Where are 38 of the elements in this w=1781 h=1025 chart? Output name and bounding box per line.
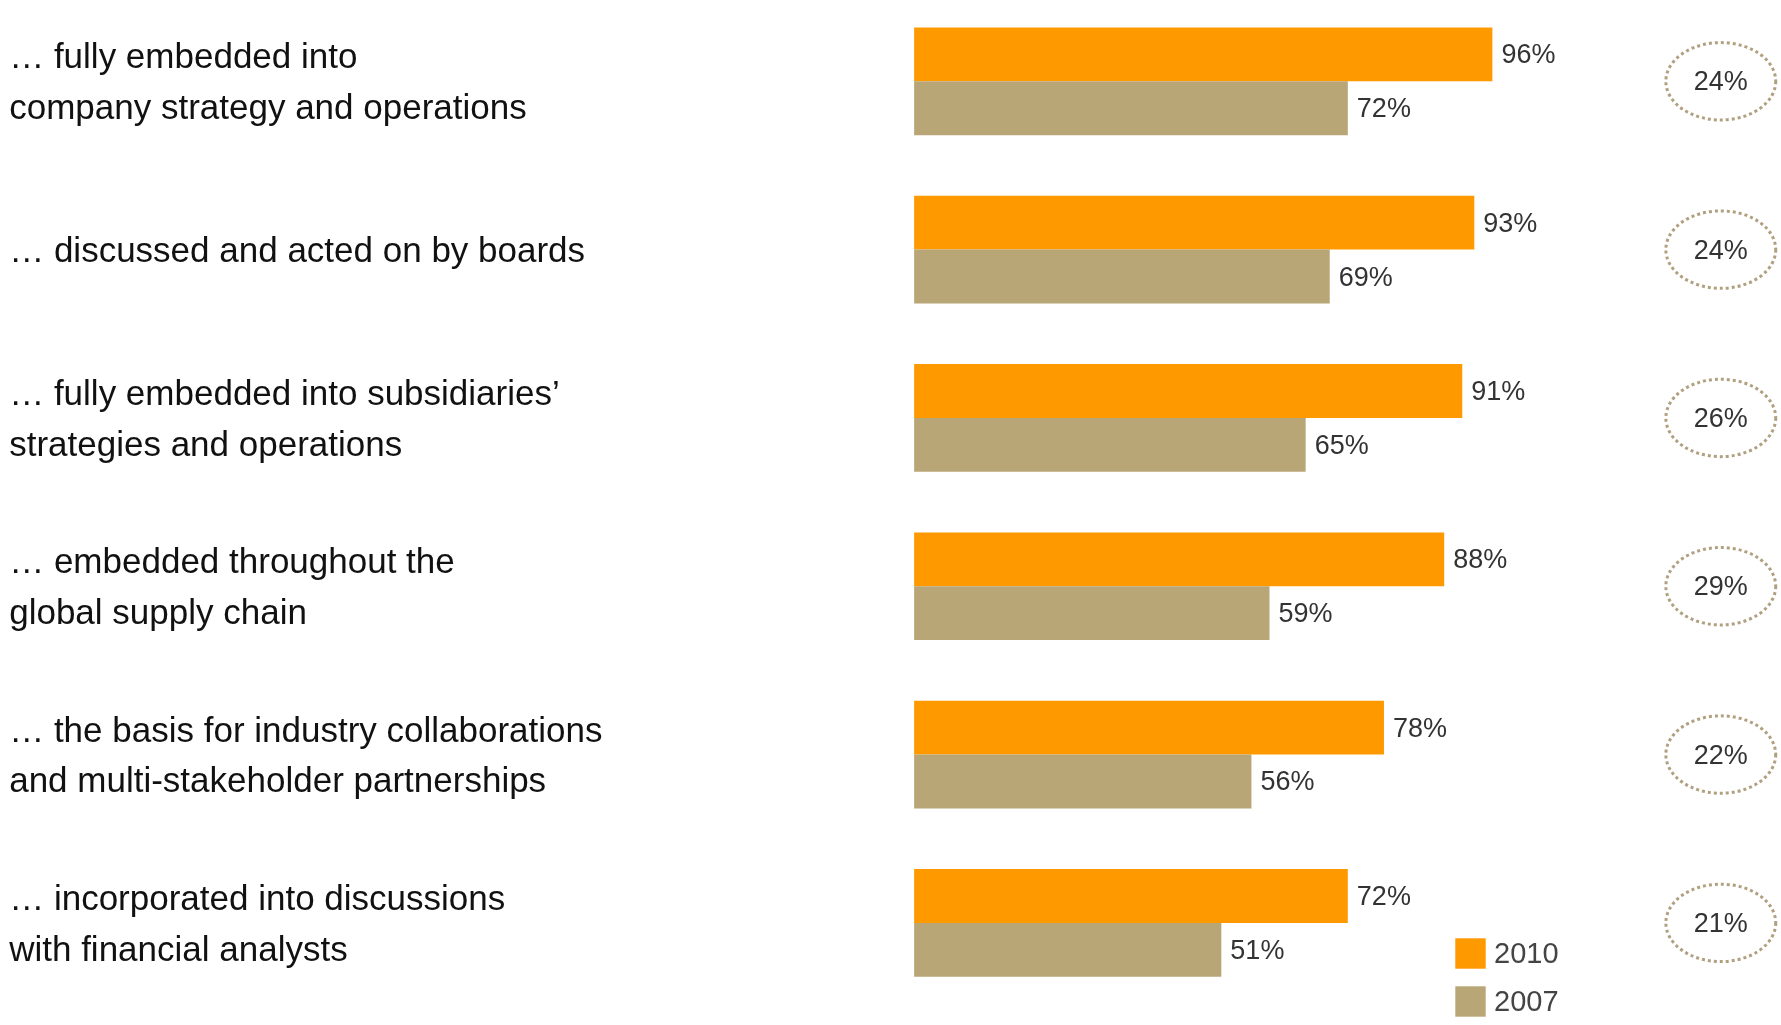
- y-tick-label: … incorporated into discussions with financial analysts: [8, 878, 506, 968]
- text: 24%: [1693, 234, 1748, 265]
- data-label: 96%: [1501, 39, 1556, 70]
- bar: [914, 869, 1348, 923]
- data-label: 93%: [1483, 207, 1538, 238]
- data-label: 72%: [1356, 93, 1411, 124]
- bar: [914, 532, 1445, 587]
- bar: [914, 700, 1384, 755]
- bar: [914, 27, 1493, 82]
- text: 21%: [1693, 907, 1748, 938]
- bar: [914, 195, 1475, 250]
- data-label: 88%: [1453, 544, 1508, 575]
- text: 22%: [1693, 739, 1748, 770]
- bar: [914, 754, 1252, 809]
- legend-label: 2010: [1494, 936, 1559, 970]
- bar: [914, 81, 1348, 136]
- legend-label: 2007: [1494, 984, 1559, 1018]
- text: 26%: [1693, 402, 1748, 433]
- y-tick-label: … fully embedded into subsidiaries’ strategies and operations: [9, 373, 560, 463]
- bar: [914, 586, 1270, 641]
- y-tick-label: … embedded throughout the global supply chain: [9, 541, 455, 632]
- bar: [914, 417, 1306, 472]
- data-label: 91%: [1471, 376, 1526, 406]
- text: 24%: [1693, 66, 1748, 97]
- text: 29%: [1693, 571, 1748, 602]
- bar: [914, 364, 1463, 418]
- y-tick-label: … discussed and acted on by boards: [9, 230, 586, 270]
- bar: [914, 922, 1222, 977]
- data-label: 51%: [1230, 934, 1285, 965]
- bar: [914, 249, 1330, 304]
- y-tick-label: … the basis for industry collaborations and multi-stakeholder partnerships: [9, 709, 603, 800]
- data-label: 78%: [1392, 712, 1448, 743]
- data-label: 65%: [1314, 429, 1369, 460]
- data-label: 69%: [1338, 261, 1393, 292]
- data-label: 59%: [1278, 598, 1333, 629]
- data-label: 72%: [1356, 880, 1411, 911]
- data-label: 56%: [1260, 766, 1315, 797]
- y-tick-label: … fully embedded into company strategy and operations: [9, 36, 527, 127]
